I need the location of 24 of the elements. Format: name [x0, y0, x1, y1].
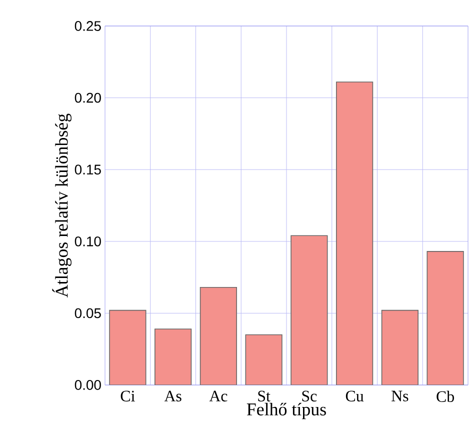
bar [426, 251, 464, 385]
y-tick-label: 0.00 [74, 380, 101, 390]
x-tick-label: St [258, 390, 270, 402]
x-tick-label: Cb [436, 390, 454, 402]
y-tick-label: 0.10 [74, 236, 101, 246]
bar [154, 328, 192, 385]
x-axis-title: Felhő típus [246, 402, 326, 420]
y-tick-label: 0.05 [74, 308, 101, 318]
x-tick-label: As [164, 390, 182, 402]
bar [291, 236, 328, 385]
x-tick-label: Cu [346, 390, 364, 402]
x-tick-label: Ac [209, 390, 228, 402]
y-axis-title: Átlagos relatív különbség [52, 114, 72, 298]
bar [246, 334, 282, 385]
x-tick-label: Sc [302, 390, 317, 402]
bar [382, 310, 418, 385]
bar [110, 310, 146, 385]
y-tick-label: 0.20 [74, 92, 101, 103]
y-tick-label: 0.25 [74, 21, 101, 31]
y-tick-label: 0.15 [74, 164, 101, 175]
bar [336, 82, 373, 385]
bar [200, 287, 237, 385]
x-tick-label: Ns [392, 390, 408, 402]
x-tick-label: Ci [120, 390, 135, 402]
